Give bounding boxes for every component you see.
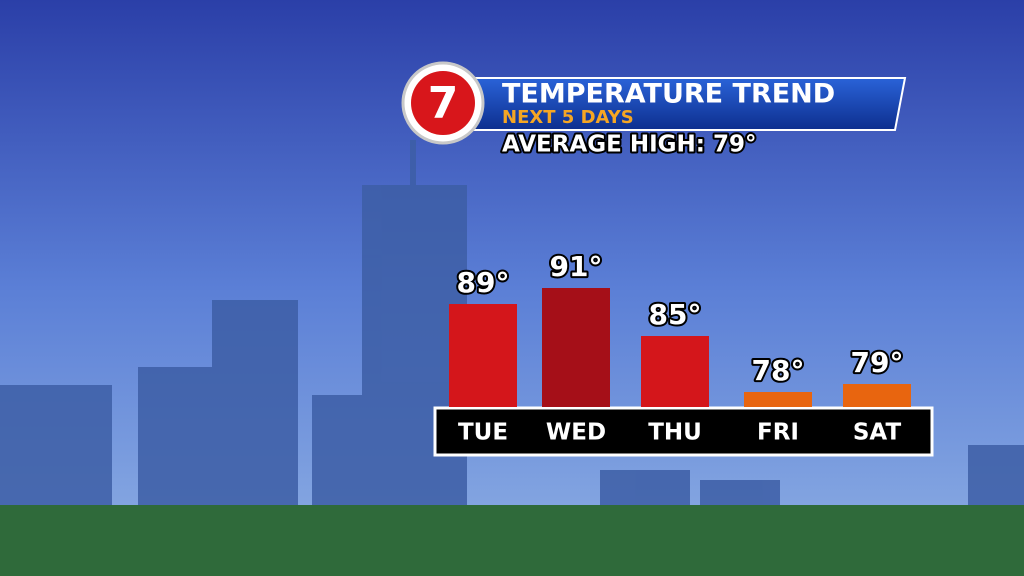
value-label: 85° [649, 298, 702, 331]
x-tick-label: TUE [458, 420, 508, 446]
bar [843, 384, 911, 407]
bar [449, 304, 517, 407]
value-label: 91° [550, 250, 603, 283]
x-tick-label: FRI [757, 420, 799, 446]
value-label: 89° [457, 266, 510, 299]
x-tick-label: THU [648, 420, 702, 446]
category-strip [433, 406, 934, 457]
annotation: AVERAGE HIGH: 79° [502, 132, 757, 158]
chart-subtitle: NEXT 5 DAYS [502, 107, 634, 128]
bar [744, 392, 812, 407]
logo-text: 7 [428, 78, 459, 129]
value-label: 78° [752, 354, 805, 387]
value-label: 79° [851, 346, 904, 379]
x-tick-label: WED [546, 420, 606, 446]
chart-title: TEMPERATURE TREND [502, 79, 835, 110]
x-tick-label: SAT [853, 420, 902, 446]
bar [542, 288, 610, 407]
logo [411, 71, 475, 135]
trees [0, 505, 1024, 576]
bar [641, 336, 709, 407]
